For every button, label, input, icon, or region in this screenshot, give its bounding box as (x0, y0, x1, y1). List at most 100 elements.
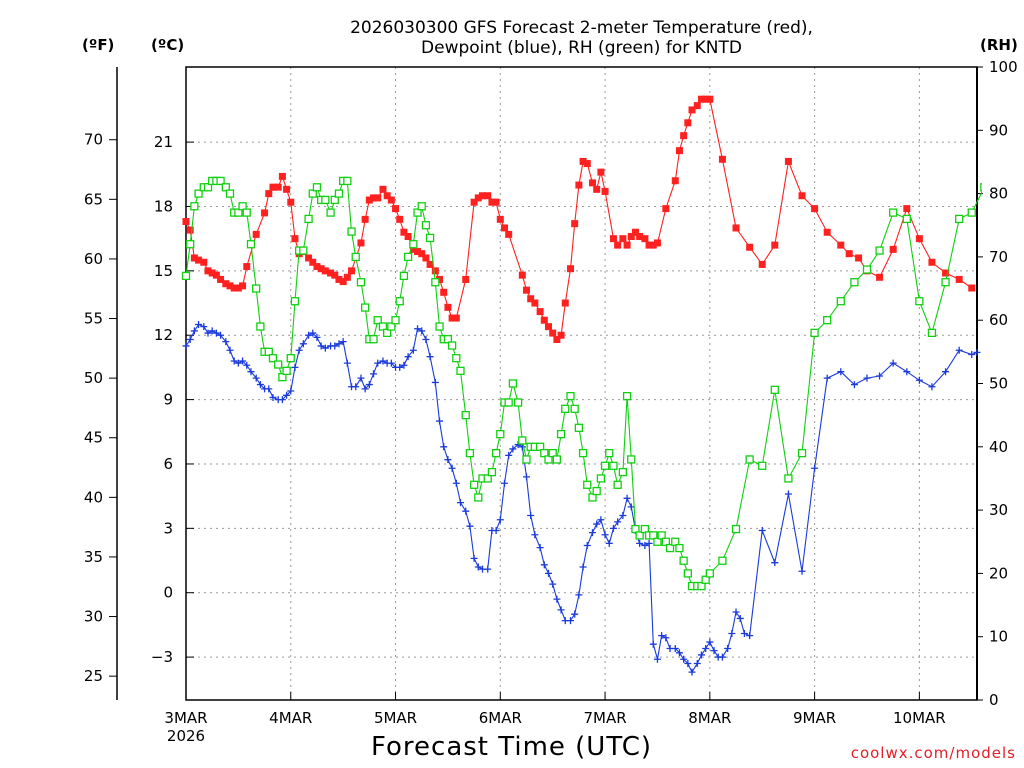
dewpoint-point (230, 357, 238, 365)
dewpoint-point (619, 511, 627, 519)
dewpoint-point (593, 520, 601, 528)
dewpoint-point (579, 563, 587, 571)
temperature-point (553, 336, 561, 344)
rh-point (373, 316, 382, 325)
dewpoint-point (361, 385, 369, 393)
rh-point (431, 278, 440, 287)
rh-tick-label: 60 (989, 311, 1008, 329)
rh-point (264, 347, 273, 357)
fahrenheit-tick-label: 40 (84, 488, 103, 506)
rh-point (592, 486, 601, 496)
temperature-point (431, 267, 439, 275)
temperature-point (566, 265, 574, 273)
dewpoint-point (536, 544, 544, 552)
rh-point (435, 322, 444, 331)
dewpoint-point (186, 336, 194, 344)
dewpoint-point (702, 645, 710, 653)
rh-point (745, 455, 754, 464)
temperature-point (579, 157, 587, 165)
temperature-point (484, 192, 492, 200)
dewpoint-point (903, 368, 911, 376)
dewpoint-point (684, 660, 692, 668)
dewpoint-point (195, 320, 203, 328)
rh-point (278, 373, 287, 382)
temperature-point (496, 215, 504, 223)
rh-point (221, 183, 230, 192)
rh-point (351, 252, 360, 262)
temperature-point (837, 241, 845, 249)
temperature-point (265, 190, 273, 198)
dewpoint-point (863, 374, 871, 382)
celsius-tick-label: 9 (163, 391, 173, 409)
temperature-point (204, 267, 212, 275)
rh-point (544, 455, 553, 464)
temperature-point (370, 194, 378, 202)
dewpoint-point (514, 441, 522, 449)
rh-tick-label: 10 (989, 628, 1008, 646)
temperature-point (614, 241, 622, 249)
dewpoint-point (645, 539, 653, 547)
celsius-unit-label: (ºC) (151, 36, 185, 54)
dewpoint-point (470, 554, 478, 562)
rh-line (185, 180, 982, 587)
rh-point (421, 221, 431, 230)
fahrenheit-tick-label: 70 (84, 131, 103, 149)
rh-point (387, 322, 396, 331)
temperature-point (688, 106, 696, 114)
temperature-point (269, 183, 277, 191)
temperature-point (440, 288, 448, 296)
temperature-point (444, 303, 452, 311)
rh-point (417, 202, 426, 211)
celsius-tick-label: −3 (151, 648, 173, 666)
temperature-point (492, 198, 500, 206)
rh-point (955, 214, 964, 224)
rh-point (504, 398, 513, 407)
dewpoint-point (269, 393, 277, 401)
rh-point (596, 474, 606, 483)
rh-point (399, 271, 409, 281)
temperature-point (527, 295, 535, 303)
temperature-point (915, 235, 923, 243)
dewpoint-point (190, 327, 198, 335)
rh-point (282, 366, 291, 375)
rh-point (613, 480, 622, 489)
dewpoint-point (649, 640, 657, 648)
rh-point (862, 265, 872, 274)
rh-point (425, 233, 435, 243)
fahrenheit-tick-label: 65 (84, 190, 103, 208)
rh-tick-label: 20 (989, 564, 1008, 582)
dewpoint-point (365, 381, 373, 389)
rh-point (256, 322, 265, 331)
rh-point (190, 202, 199, 211)
temperature-point (212, 271, 220, 279)
temperature-point (889, 245, 897, 253)
temperature-point (680, 132, 688, 140)
temperature-point (645, 241, 653, 249)
dewpoint-line (185, 323, 978, 674)
dewpoint-point (466, 522, 474, 530)
dewpoint-point (247, 368, 255, 376)
temperature-point (540, 316, 548, 324)
temperature-point (627, 233, 635, 241)
temperature-point (557, 331, 565, 339)
dewpoint-point (370, 370, 378, 378)
rh-point (186, 240, 195, 249)
series-group (181, 95, 982, 676)
rh-point (731, 524, 741, 534)
dewpoint-point (522, 473, 530, 481)
temperature-point (339, 278, 347, 286)
rh-point (600, 461, 610, 470)
temperature-point (230, 284, 238, 292)
dewpoint-point (740, 629, 748, 637)
temperature-point (693, 102, 701, 110)
temperature-point (597, 168, 605, 176)
dewpoint-point (452, 479, 460, 487)
temperature-point (631, 228, 639, 236)
rh-point (461, 410, 470, 420)
celsius-tick-label: 18 (154, 197, 173, 215)
temperature-point (404, 233, 412, 241)
dewpoint-point (444, 456, 452, 464)
rh-tick-label: 40 (989, 438, 1008, 456)
rh-point (701, 575, 710, 584)
